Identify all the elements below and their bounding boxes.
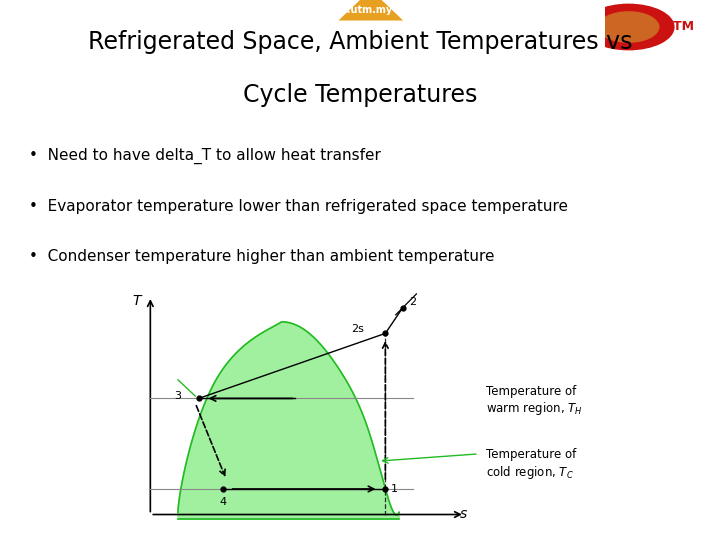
- Circle shape: [583, 4, 674, 50]
- Text: ocw.utm.my: ocw.utm.my: [327, 5, 393, 15]
- Circle shape: [598, 12, 659, 42]
- Polygon shape: [338, 0, 403, 21]
- Text: Cycle Temperatures: Cycle Temperatures: [243, 83, 477, 107]
- Text: Refrigerated Space, Ambient Temperatures vs: Refrigerated Space, Ambient Temperatures…: [88, 30, 632, 54]
- Text: Temperature of
cold region, $T_C$: Temperature of cold region, $T_C$: [486, 448, 576, 481]
- Text: Temperature of
warm region, $T_H$: Temperature of warm region, $T_H$: [486, 385, 583, 417]
- Text: •  Evaporator temperature lower than refrigerated space temperature: • Evaporator temperature lower than refr…: [29, 199, 568, 213]
- Text: $s$: $s$: [459, 508, 468, 522]
- Text: 2: 2: [410, 297, 417, 307]
- Text: 3: 3: [174, 391, 181, 401]
- Text: •  Condenser temperature higher than ambient temperature: • Condenser temperature higher than ambi…: [29, 249, 495, 264]
- Text: UTM: UTM: [664, 21, 696, 33]
- Text: $T$: $T$: [132, 294, 143, 308]
- Text: •  Need to have delta_T to allow heat transfer: • Need to have delta_T to allow heat tra…: [29, 148, 381, 164]
- Text: 4: 4: [220, 497, 227, 507]
- Text: 1: 1: [390, 484, 397, 494]
- Text: 2s: 2s: [351, 324, 364, 334]
- Polygon shape: [178, 322, 399, 519]
